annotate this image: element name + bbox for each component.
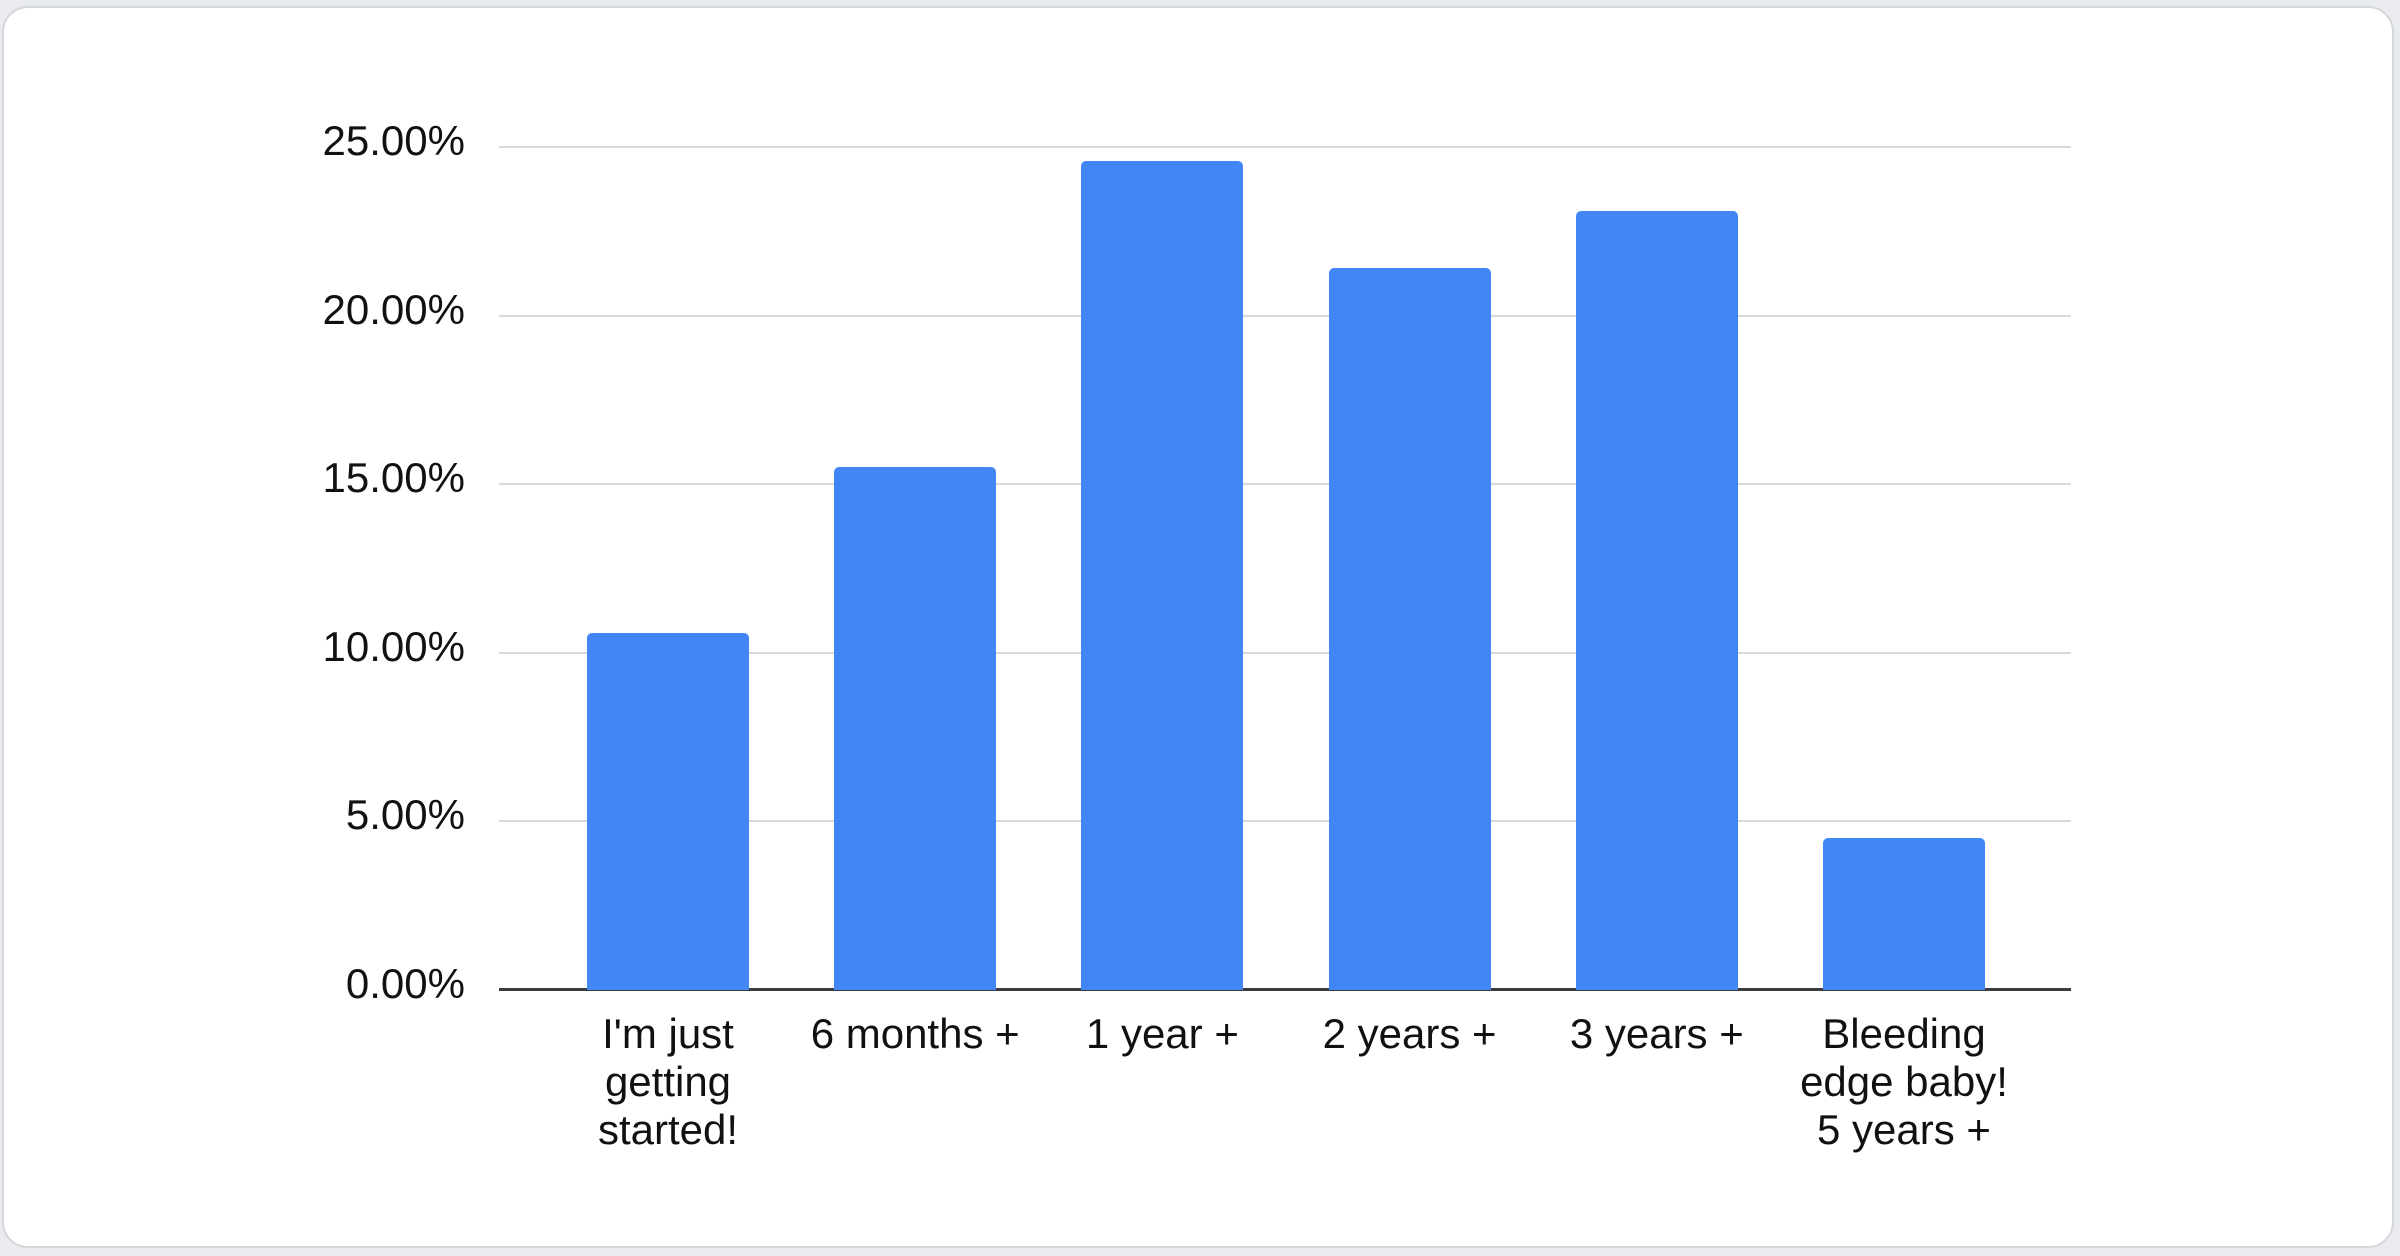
bar-3[interactable] [1328, 268, 1491, 990]
x-tick-label: 2 years + [1322, 1010, 1497, 1057]
bar-5[interactable] [1823, 838, 1985, 990]
gridline-10 [499, 651, 2071, 654]
x-tick-label: 6 months + [810, 1010, 1020, 1057]
bar-4[interactable] [1575, 211, 1738, 990]
gridline-20 [499, 314, 2071, 317]
y-tick-label: 0.00% [345, 960, 465, 1007]
y-tick-label: 15.00% [322, 454, 465, 502]
x-tick-label: 1 year + [1085, 1010, 1239, 1057]
bar-1[interactable] [834, 467, 997, 990]
bar-2[interactable] [1081, 160, 1244, 990]
x-tick-label: I'm just getting started! [597, 1010, 739, 1153]
y-tick-label: 20.00% [322, 285, 465, 333]
bar-0[interactable] [587, 632, 749, 990]
gridline-25 [499, 146, 2071, 148]
y-tick-label: 25.00% [322, 117, 465, 164]
x-tick-label: Bleeding edge baby! 5 years + [1800, 1010, 2008, 1153]
plot-area [499, 146, 2071, 991]
gridline-5 [499, 820, 2071, 823]
chart-card: 0.00% 5.00% 10.00% 15.00% 20.00% 25.00% I'm j… [2, 6, 2394, 1248]
y-tick-label: 5.00% [345, 791, 465, 839]
x-axis-line [499, 988, 2071, 991]
y-tick-label: 10.00% [322, 622, 465, 670]
x-tick-label: 3 years + [1569, 1010, 1744, 1057]
gridline-15 [499, 483, 2071, 486]
